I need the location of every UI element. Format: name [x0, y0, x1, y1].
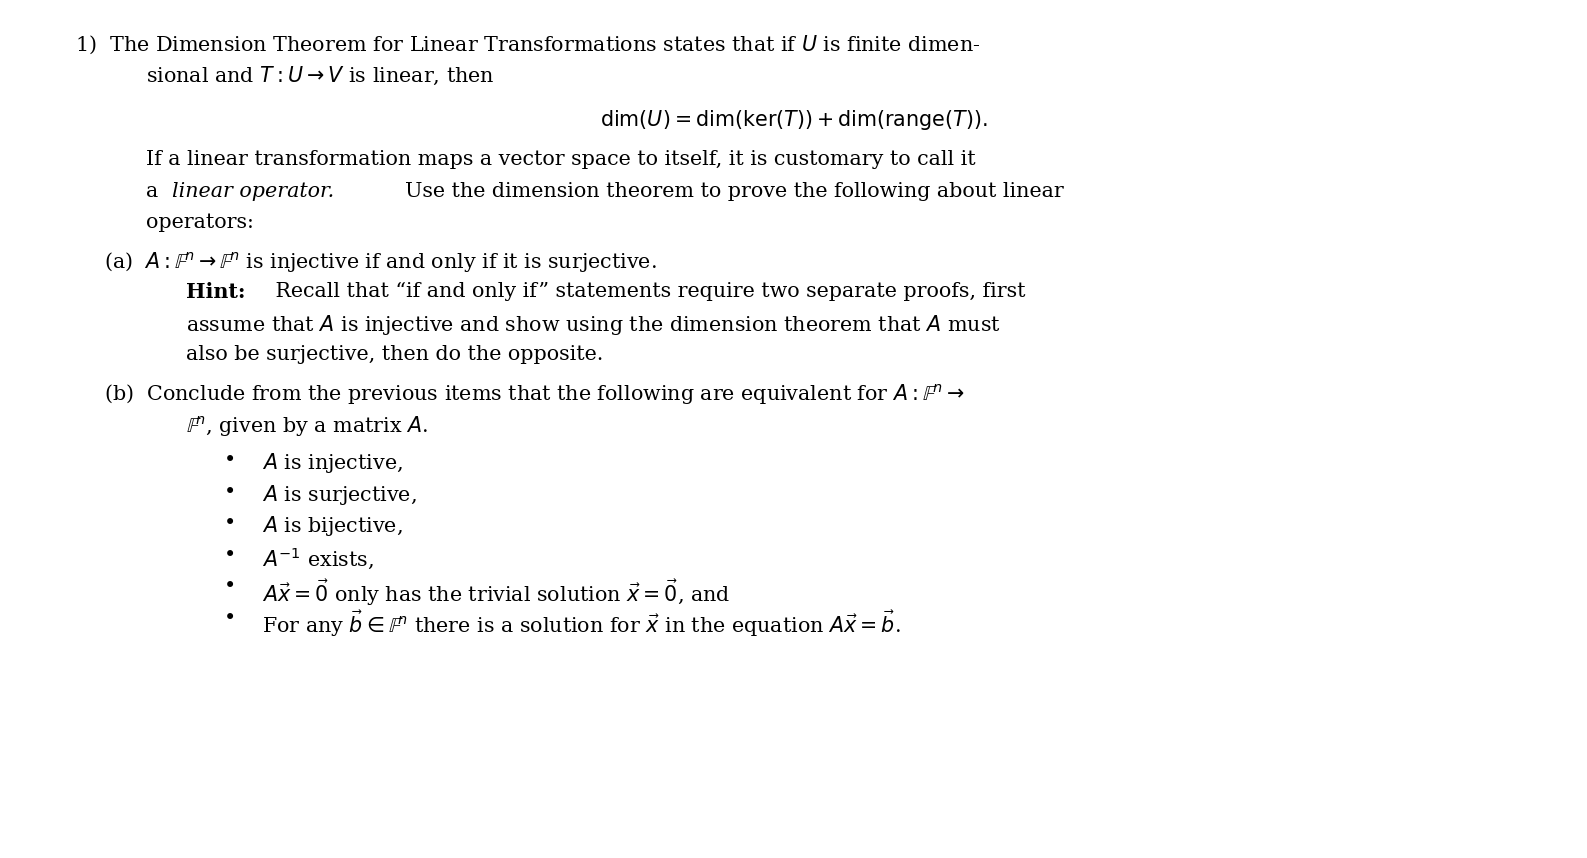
Text: (b)  Conclude from the previous items that the following are equivalent for $A:\: (b) Conclude from the previous items tha…: [103, 383, 963, 407]
Text: For any $\vec{b} \in \mathbb{F}^n$ there is a solution for $\vec{x}$ in the equa: For any $\vec{b} \in \mathbb{F}^n$ there…: [262, 608, 900, 639]
Text: linear operator.: linear operator.: [171, 182, 335, 201]
Text: (a)  $A:\mathbb{F}^n \rightarrow \mathbb{F}^n$ is injective if and only if it is: (a) $A:\mathbb{F}^n \rightarrow \mathbb{…: [103, 251, 655, 275]
Text: $A$ is injective,: $A$ is injective,: [262, 451, 402, 475]
Text: •: •: [224, 546, 236, 565]
Text: $\mathbb{F}^n$, given by a matrix $A$.: $\mathbb{F}^n$, given by a matrix $A$.: [186, 414, 427, 438]
Text: •: •: [224, 514, 236, 533]
Text: Hint:: Hint:: [186, 282, 244, 302]
Text: 1)  The Dimension Theorem for Linear Transformations states that if $U$ is finit: 1) The Dimension Theorem for Linear Tran…: [75, 33, 981, 56]
Text: $A\vec{x} = \vec{0}$ only has the trivial solution $\vec{x} = \vec{0}$, and: $A\vec{x} = \vec{0}$ only has the trivia…: [262, 577, 730, 607]
Text: •: •: [224, 608, 236, 627]
Text: $A$ is bijective,: $A$ is bijective,: [262, 514, 402, 538]
Text: •: •: [224, 451, 236, 470]
Text: $\mathrm{dim}(U) = \mathrm{dim}(\ker(T)) + \mathrm{dim}(\mathrm{range}(T)).$: $\mathrm{dim}(U) = \mathrm{dim}(\ker(T))…: [600, 108, 987, 131]
Text: •: •: [224, 577, 236, 596]
Text: also be surjective, then do the opposite.: also be surjective, then do the opposite…: [186, 345, 603, 364]
Text: $A^{-1}$ exists,: $A^{-1}$ exists,: [262, 546, 373, 571]
Text: a: a: [146, 182, 165, 201]
Text: assume that $A$ is injective and show using the dimension theorem that $A$ must: assume that $A$ is injective and show us…: [186, 313, 1000, 337]
Text: If a linear transformation maps a vector space to itself, it is customary to cal: If a linear transformation maps a vector…: [146, 150, 976, 169]
Text: Recall that “if and only if” statements require two separate proofs, first: Recall that “if and only if” statements …: [270, 282, 1025, 301]
Text: •: •: [224, 482, 236, 502]
Text: sional and $T:U\rightarrow V$ is linear, then: sional and $T:U\rightarrow V$ is linear,…: [146, 65, 495, 88]
Text: operators:: operators:: [146, 213, 254, 233]
Text: Use the dimension theorem to prove the following about linear: Use the dimension theorem to prove the f…: [392, 182, 1063, 201]
Text: $A$ is surjective,: $A$ is surjective,: [262, 482, 416, 506]
